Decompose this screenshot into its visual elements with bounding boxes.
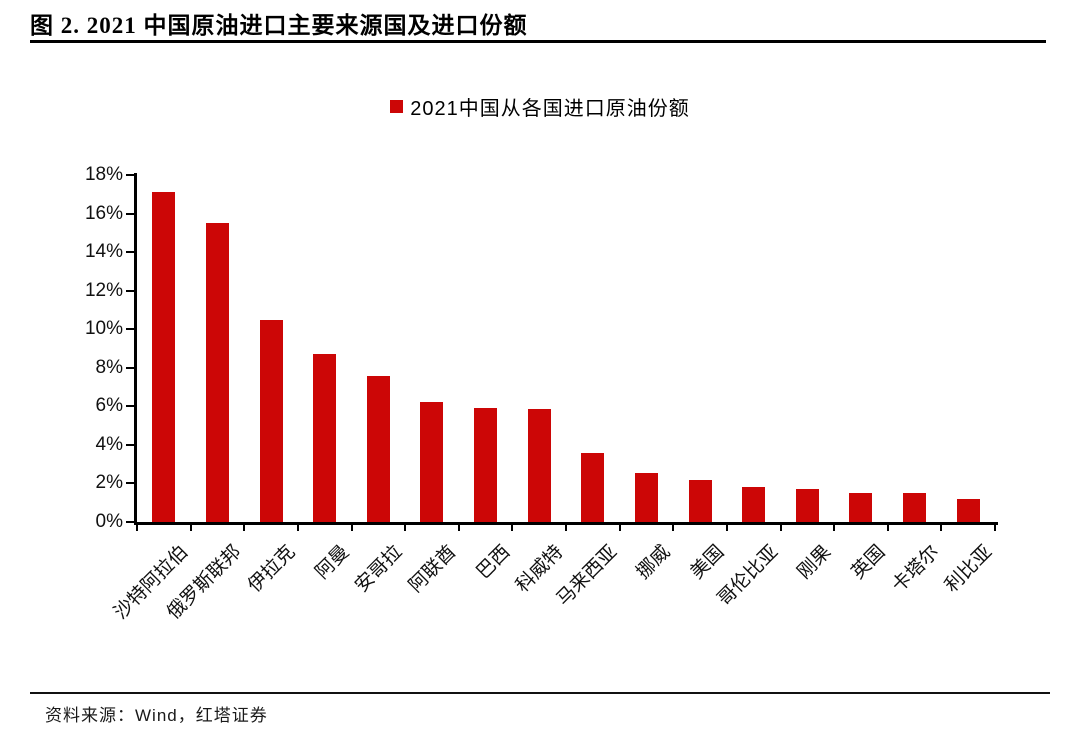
- x-axis-label-安哥拉: 安哥拉: [351, 541, 407, 597]
- y-axis-tick: [126, 443, 134, 446]
- x-axis-label-卡塔尔: 卡塔尔: [887, 541, 943, 597]
- y-axis-tick-label: 2%: [95, 472, 123, 494]
- y-axis-tick-label: 8%: [95, 356, 123, 378]
- x-axis-label-挪威: 挪威: [633, 541, 675, 584]
- x-axis-tick: [994, 522, 996, 531]
- y-axis-tick: [126, 521, 134, 523]
- x-axis-tick: [511, 522, 514, 531]
- x-axis-tick: [350, 522, 353, 531]
- x-axis-label-伊拉克: 伊拉克: [244, 541, 300, 597]
- bar-slot: [673, 175, 727, 522]
- bar-slot: [244, 175, 298, 522]
- y-axis-tick-label: 6%: [95, 395, 123, 417]
- y-axis-tick-label: 16%: [84, 202, 123, 224]
- bar-利比亚: [956, 498, 980, 522]
- title-underline: [30, 40, 1046, 43]
- source-note: 资料来源：Wind，红塔证券: [45, 706, 268, 725]
- bar-slot: [941, 175, 995, 522]
- y-axis-tick: [126, 212, 134, 215]
- y-axis-tick: [126, 366, 134, 369]
- bar-slot: [352, 175, 406, 522]
- bar-阿曼: [313, 354, 337, 522]
- bar-slot: [137, 175, 191, 522]
- bar-俄罗斯联邦: [205, 223, 229, 522]
- x-axis-label-利比亚: 利比亚: [941, 541, 997, 597]
- bar-slot: [566, 175, 620, 522]
- x-axis-tick: [725, 522, 728, 531]
- y-axis-tick-label: 10%: [84, 318, 123, 340]
- legend-swatch-icon: [390, 100, 404, 113]
- bar-阿联酋: [420, 402, 444, 522]
- bar-slot: [512, 175, 566, 522]
- x-axis-label-美国: 美国: [686, 541, 729, 584]
- bar-美国: [688, 479, 712, 522]
- bar-slot: [834, 175, 888, 522]
- y-axis-tick: [126, 251, 134, 254]
- y-axis-tick: [126, 174, 134, 176]
- x-axis-tick: [833, 522, 836, 531]
- y-axis-tick: [126, 482, 134, 485]
- y-axis-tick-label: 18%: [84, 164, 123, 185]
- x-axis-label-巴西: 巴西: [472, 541, 514, 584]
- y-axis-tick-label: 12%: [84, 279, 123, 301]
- bar-巴西: [474, 408, 498, 522]
- bar-slot: [298, 175, 352, 522]
- y-axis-tick-label: 4%: [95, 433, 123, 455]
- x-axis-label-阿联酋: 阿联酋: [405, 541, 461, 597]
- bar-马来西亚: [581, 452, 605, 522]
- x-axis-tick: [243, 522, 246, 531]
- bar-哥伦比亚: [742, 487, 766, 522]
- bar-slot: [727, 175, 781, 522]
- chart-legend: 2021中国从各国进口原油份额: [0, 92, 1080, 121]
- x-axis-label-阿曼: 阿曼: [311, 541, 354, 584]
- x-axis-tick: [404, 522, 407, 531]
- y-axis-tick: [126, 405, 134, 408]
- figure-title: 图 2. 2021 中国原油进口主要来源国及进口份额: [30, 13, 528, 38]
- bar-slot: [888, 175, 942, 522]
- x-axis-tick: [457, 522, 460, 531]
- bar-slot: [459, 175, 513, 522]
- y-axis-tick-label: 14%: [84, 241, 123, 263]
- bar-chart: 0% 2% 4% 6% 8% 10% 12% 14% 16% 18% 沙特阿拉伯 俄罗斯联邦 伊拉克 阿曼…: [85, 165, 998, 624]
- x-axis-label-刚果: 刚果: [793, 541, 836, 584]
- bar-科威特: [527, 409, 551, 522]
- bar-安哥拉: [366, 375, 390, 522]
- bar-卡塔尔: [903, 493, 927, 522]
- footer-rule: [30, 692, 1050, 694]
- x-axis-tick: [565, 522, 567, 531]
- legend-label: 2021中国从各国进口原油份额: [410, 98, 690, 120]
- bar-伊拉克: [259, 319, 283, 522]
- y-axis-line: [134, 173, 137, 525]
- x-axis-tick: [618, 522, 621, 531]
- bar-series: [137, 175, 995, 522]
- y-axis-tick-label: 0%: [95, 511, 123, 532]
- x-axis-label-英国: 英国: [847, 541, 890, 584]
- x-axis-tick: [189, 522, 192, 531]
- x-axis-tick: [136, 522, 138, 531]
- bar-刚果: [795, 489, 819, 522]
- x-axis-tick: [940, 522, 943, 531]
- bar-英国: [849, 493, 873, 522]
- y-axis-tick: [126, 289, 134, 292]
- x-axis-tick: [779, 522, 782, 531]
- bar-挪威: [634, 472, 658, 522]
- bar-沙特阿拉伯: [152, 192, 176, 522]
- bar-slot: [781, 175, 835, 522]
- bar-slot: [405, 175, 459, 522]
- bar-slot: [620, 175, 674, 522]
- x-axis-tick: [886, 522, 889, 531]
- bar-slot: [191, 175, 245, 522]
- x-axis-tick: [672, 522, 675, 531]
- x-axis-tick: [296, 522, 299, 531]
- y-axis-tick: [126, 328, 134, 331]
